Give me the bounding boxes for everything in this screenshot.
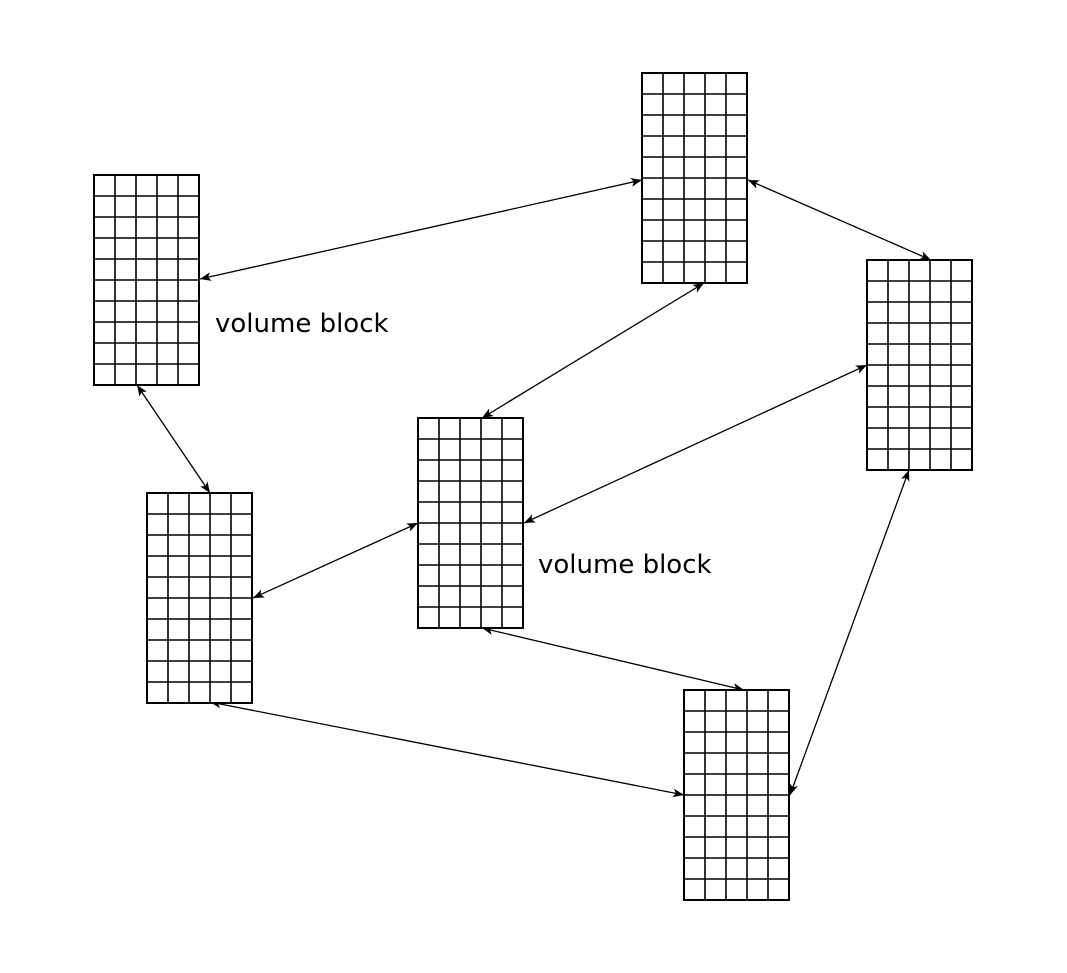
volume-block-top-right xyxy=(641,72,748,284)
volume-block-grid-lines xyxy=(94,175,199,385)
volume-block-grid-lines xyxy=(867,260,972,470)
connection-arrow-center-bottom-right xyxy=(481,626,745,692)
volume-block-grid-lines xyxy=(684,690,789,900)
connection-arrow-left-bottom-center xyxy=(252,522,419,599)
labels: volume block volume block xyxy=(215,309,712,580)
connection-arrow-bottom-right-right xyxy=(789,469,910,796)
connection-arrow-left-bottom-bottom-right xyxy=(209,699,685,798)
connection-arrow-top-right-center xyxy=(481,282,705,419)
volume-block-grid-lines xyxy=(147,493,252,703)
volume-block-bottom-right xyxy=(683,689,790,901)
volume-block-grid-lines xyxy=(418,418,523,628)
volume-block-left-top xyxy=(93,174,200,386)
volume-block-label-left: volume block xyxy=(215,309,389,339)
volume-block-left-bottom xyxy=(146,492,253,704)
volume-block-label-center: volume block xyxy=(538,550,712,580)
connection-arrow-left-top-left-bottom xyxy=(136,384,211,494)
connections xyxy=(136,178,932,798)
connection-arrow-top-right-right xyxy=(747,179,932,261)
volume-block-grid-lines xyxy=(642,73,747,283)
connection-arrow-left-top-top-right xyxy=(199,178,643,281)
volume-block-right xyxy=(866,259,973,471)
connection-arrow-center-right xyxy=(523,364,868,524)
volume-block-center xyxy=(417,417,524,629)
volume-blocks xyxy=(93,72,973,901)
